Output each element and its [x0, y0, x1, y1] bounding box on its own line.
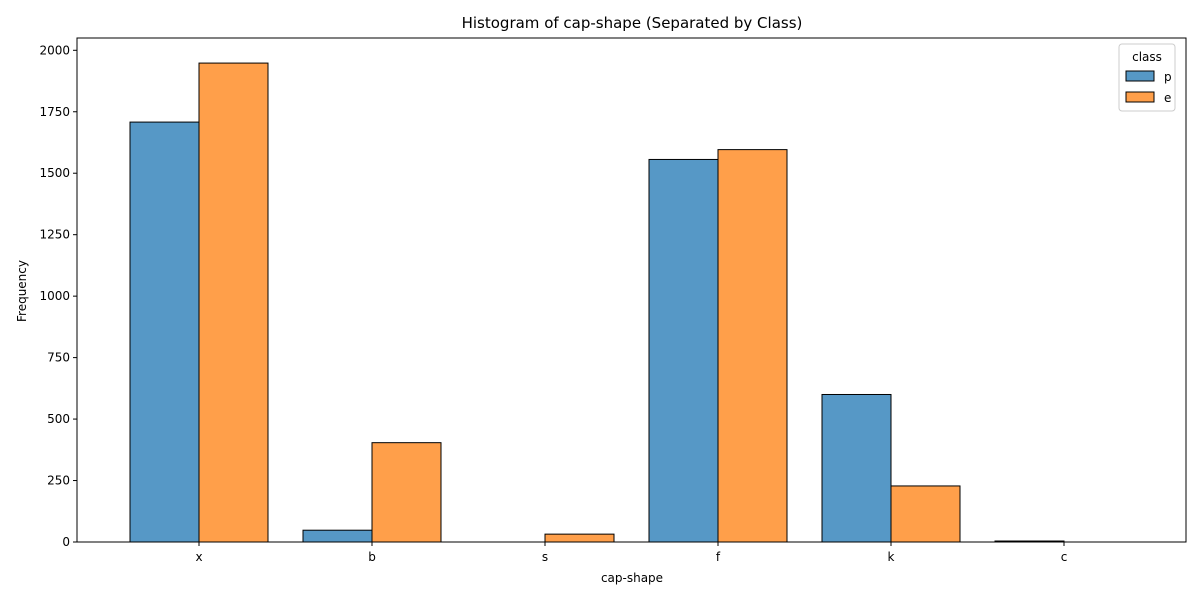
bar-p-k	[821, 393, 892, 543]
bar-e-b	[371, 442, 442, 543]
x-tick-label-f: f	[716, 550, 721, 564]
x-tick-label-c: c	[1061, 550, 1068, 564]
y-tick-label: 1250	[39, 228, 70, 242]
x-axis-label: cap-shape	[601, 571, 663, 585]
bars-group	[129, 62, 1065, 543]
legend-swatch-e	[1125, 91, 1155, 103]
y-tick-label: 250	[47, 474, 70, 488]
legend-swatch-p	[1125, 70, 1155, 82]
y-tick-label: 1750	[39, 105, 70, 119]
legend-label-p: p	[1164, 70, 1172, 84]
bar-e-x	[198, 62, 269, 543]
bar-p-x	[129, 121, 200, 543]
x-tick-label-k: k	[888, 550, 895, 564]
bar-e-k	[890, 485, 961, 543]
bar-e-s	[544, 533, 615, 543]
y-tick-label: 500	[47, 412, 70, 426]
plot-frame	[76, 37, 1187, 543]
y-tick-label: 2000	[39, 43, 70, 57]
legend-label-e: e	[1164, 91, 1171, 105]
x-tick-label-b: b	[368, 550, 376, 564]
y-axis: 0 250 500 750 1000 1250 1500 1750 2000	[39, 43, 77, 549]
x-tick-label-s: s	[542, 550, 548, 564]
y-axis-label: Frequency	[15, 260, 29, 322]
chart-title: Histogram of cap-shape (Separated by Cla…	[462, 14, 803, 32]
x-tick-label-x: x	[195, 550, 202, 564]
bar-e-f	[717, 149, 788, 543]
legend: class pe	[1118, 43, 1176, 112]
y-tick-label: 0	[62, 535, 70, 549]
y-tick-label: 750	[47, 351, 70, 365]
bar-p-b	[302, 529, 373, 543]
y-tick-label: 1000	[39, 289, 70, 303]
y-tick-label: 1500	[39, 166, 70, 180]
plot-area	[76, 37, 1187, 543]
bar-p-c	[994, 540, 1065, 543]
bar-p-f	[648, 158, 719, 543]
legend-title: class	[1132, 50, 1162, 64]
